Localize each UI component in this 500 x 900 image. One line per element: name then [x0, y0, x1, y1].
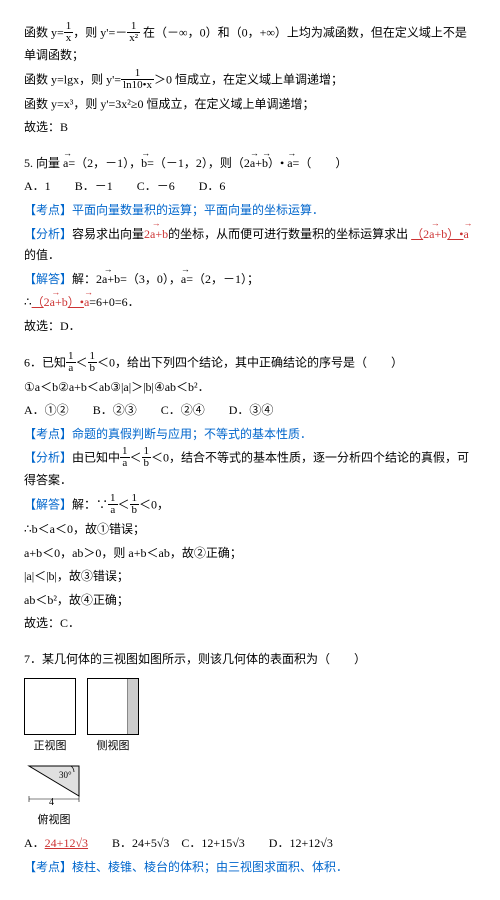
- q7-views-row: 正视图 侧视图: [24, 674, 476, 761]
- q6-step-4: ab＜b²，故④正确；: [24, 590, 476, 612]
- vec-b-icon: b: [141, 153, 147, 175]
- q6-items: ①a＜b②a+b＜ab③|a|＞|b|④ab＜b²．: [24, 377, 476, 399]
- q5-jieda-2: ∴（2a+b）•a=6+0=6．: [24, 292, 476, 314]
- q7-opt-c: C．12+15√3: [181, 836, 244, 850]
- q5-opt-c: C．－6: [137, 179, 175, 193]
- q5-opt-b: B．－1: [75, 179, 113, 193]
- q6-stem: 6．已知1a＜1b＜0，给出下列四个结论，其中正确结论的序号是（ ）: [24, 352, 476, 375]
- frac-1-x: 1x: [64, 21, 74, 44]
- q5-opt-a: A．1: [24, 179, 51, 193]
- vec-a-icon: a: [250, 153, 255, 175]
- text: ＞0 恒成立，在定义域上单调递增；: [154, 72, 343, 86]
- text: 函数 y=: [24, 25, 64, 39]
- vec-a-icon: a: [63, 153, 68, 175]
- para-1: 函数 y=1x，则 y'=－1x² 在（－∞，0）和（0，+∞）上均为减函数，但…: [24, 22, 476, 67]
- dim-label: 4: [49, 797, 54, 808]
- vec-a-icon: a: [287, 153, 292, 175]
- q6-opt-c: C．②④: [161, 403, 205, 417]
- q7-opt-d: D．12+12√3: [269, 836, 333, 850]
- frac-1-b: 1b: [88, 351, 98, 374]
- side-view: 侧视图: [87, 678, 139, 757]
- q6-step-2: a+b＜0，ab＞0，则 a+b＜ab，故②正确；: [24, 543, 476, 565]
- q5-stem: 5. 向量 a=（2，－1），b=（－1，2），则（2a+b）• a=（ ）: [24, 153, 476, 175]
- q6-jieda: 【解答】解：∵1a＜1b＜0，: [24, 494, 476, 517]
- text: 函数 y=lgx，则 y'=: [24, 72, 121, 86]
- q5-answer: 故选：D．: [24, 316, 476, 338]
- triangle-icon: 30° 4: [24, 761, 104, 809]
- frac-1-a: 1a: [66, 351, 76, 374]
- para-3b: 故选：B: [24, 117, 476, 139]
- q6-kaodian: 【考点】命题的真假判断与应用；不等式的基本性质．: [24, 424, 476, 446]
- frac-1-ln10x: 1ln10•x: [121, 68, 154, 91]
- q7-opt-b: B．24+5√3: [112, 836, 169, 850]
- para-3: 函数 y=x³，则 y'=3x²≥0 恒成立，在定义域上单调递增；: [24, 94, 476, 116]
- q6-fenxi: 【分析】由已知中1a＜1b＜0，结合不等式的基本性质，逐一分析四个结论的真假，可…: [24, 447, 476, 492]
- q7-opt-a: A．24+12√3: [24, 836, 88, 850]
- q5-opt-d: D．6: [199, 179, 226, 193]
- text: ，则 y'=－: [73, 25, 127, 39]
- q5-kaodian: 【考点】平面向量数量积的运算；平面向量的坐标运算．: [24, 200, 476, 222]
- q7-options: A．24+12√3 B．24+5√3 C．12+15√3 D．12+12√3: [24, 833, 476, 855]
- q5-fenxi: 【分析】容易求出向量2a+b的坐标，从而便可进行数量积的坐标运算求出 （2a+b…: [24, 224, 476, 267]
- q6-step-1: ∴b＜a＜0，故①错误；: [24, 519, 476, 541]
- q5-options: A．1 B．－1 C．－6 D．6: [24, 176, 476, 198]
- q7-stem: 7．某几何体的三视图如图所示，则该几何体的表面积为（ ）: [24, 649, 476, 671]
- q6-opt-b: B．②③: [93, 403, 137, 417]
- top-view: 30° 4 俯视图: [24, 761, 476, 831]
- angle-label: 30°: [59, 770, 72, 780]
- q6-step-3: |a|＜|b|，故③错误；: [24, 566, 476, 588]
- q6-opt-a: A．①②: [24, 403, 69, 417]
- front-view: 正视图: [24, 678, 76, 757]
- para-2: 函数 y=lgx，则 y'=1ln10•x＞0 恒成立，在定义域上单调递增；: [24, 69, 476, 92]
- q6-opt-d: D．③④: [229, 403, 274, 417]
- q6-answer: 故选：C．: [24, 613, 476, 635]
- vec-b-icon: b: [262, 153, 268, 175]
- q7-kaodian: 【考点】棱柱、棱锥、棱台的体积；由三视图求面积、体积．: [24, 857, 476, 879]
- frac-1-x2: 1x²: [127, 21, 140, 44]
- q6-options: A．①② B．②③ C．②④ D．③④: [24, 400, 476, 422]
